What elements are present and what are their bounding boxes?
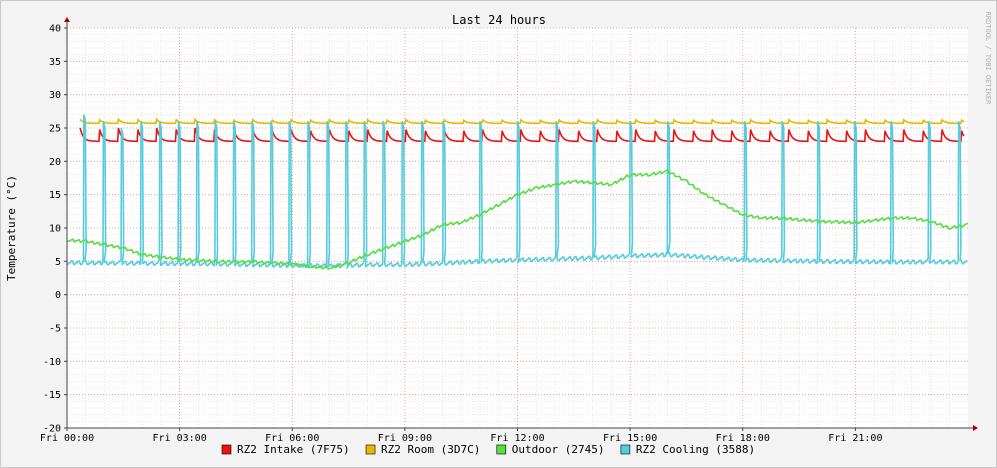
legend-swatch [221,444,232,455]
legend-label: RZ2 Room (3D7C) [381,443,480,456]
x-tick-label: Fri 15:00 [603,433,657,444]
legend-label: RZ2 Cooling (3588) [636,443,755,456]
y-tick-label: -10 [43,357,61,368]
chart-title: Last 24 hours [452,13,546,27]
axes [64,17,978,431]
watermark: RRDTOOL / TOBI OETIKER [984,12,992,106]
y-axis-label: Temperature (°C) [5,175,18,281]
y-tick-label: -15 [43,390,61,401]
y-tick-label: 30 [49,90,61,101]
y-tick-label: 0 [55,290,61,301]
y-tick-label: -20 [43,424,61,435]
x-tick-label: Fri 09:00 [378,433,432,444]
legend-swatch [496,444,507,455]
x-tick-label: Fri 18:00 [716,433,770,444]
legend-swatch [620,444,631,455]
legend-label: Outdoor (2745) [512,443,605,456]
y-tick-label: 5 [55,257,61,268]
series-line-outdoor [66,169,969,271]
y-tick-label: 20 [49,157,61,168]
y-tick-label: -5 [49,324,61,335]
y-tick-label: 15 [49,190,61,201]
y-tick-label: 40 [49,24,61,35]
y-tick-label: 10 [49,224,61,235]
y-tick-label: 25 [49,124,61,135]
x-tick-label: Fri 12:00 [490,433,544,444]
y-tick-label: 35 [49,57,61,68]
series-line-intake [79,127,965,143]
y-axis-arrow [64,17,70,22]
x-tick-label: Fri 06:00 [265,433,319,444]
legend-label: RZ2 Intake (7F75) [237,443,350,456]
x-tick-label: Fri 00:00 [40,433,94,444]
x-tick-label: Fri 03:00 [153,433,207,444]
series-lines [66,114,969,271]
series-line-room [79,117,965,125]
legend: RZ2 Intake (7F75) RZ2 Room (3D7C) Outdoor … [221,443,755,456]
x-tick-label: Fri 21:00 [828,433,882,444]
x-axis-arrow [973,425,978,431]
legend-swatch [365,444,376,455]
